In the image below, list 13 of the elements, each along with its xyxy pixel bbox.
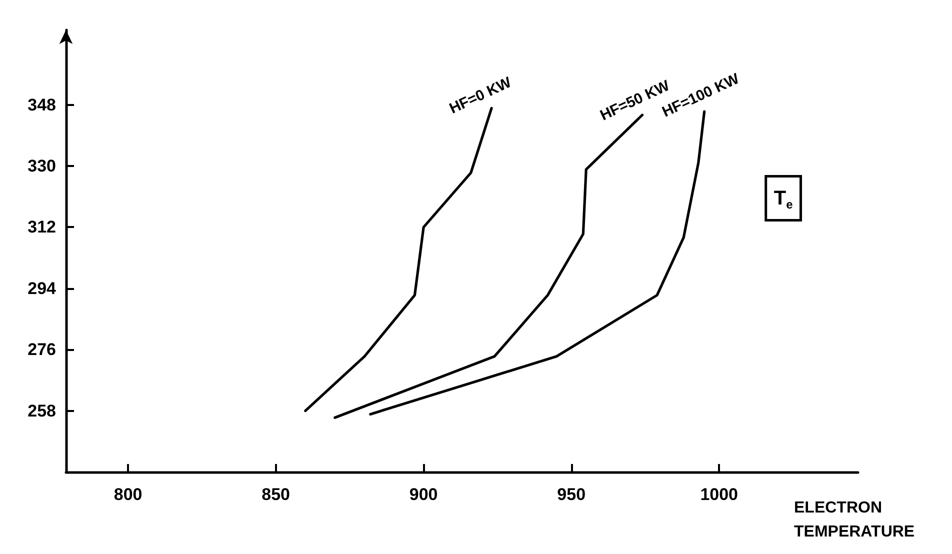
y-tick-label: 294 xyxy=(28,278,57,298)
y-tick-label: 348 xyxy=(28,95,56,114)
y-tick-label: 258 xyxy=(28,401,56,420)
y-tick-label: 276 xyxy=(28,340,56,360)
y-tick-label: 330 xyxy=(28,156,56,176)
x-tick-label: 900 xyxy=(409,485,438,504)
x-tick-label: 1000 xyxy=(700,485,738,504)
x-tick-label: 800 xyxy=(114,485,142,504)
x-tick-label: 850 xyxy=(262,485,290,504)
x-tick-label: 950 xyxy=(557,485,586,504)
x-axis-title: ELECTRON TEMPERATURE xyxy=(794,500,915,540)
text: HF=0 KW xyxy=(446,74,515,118)
y-tick-label: 312 xyxy=(28,218,56,237)
